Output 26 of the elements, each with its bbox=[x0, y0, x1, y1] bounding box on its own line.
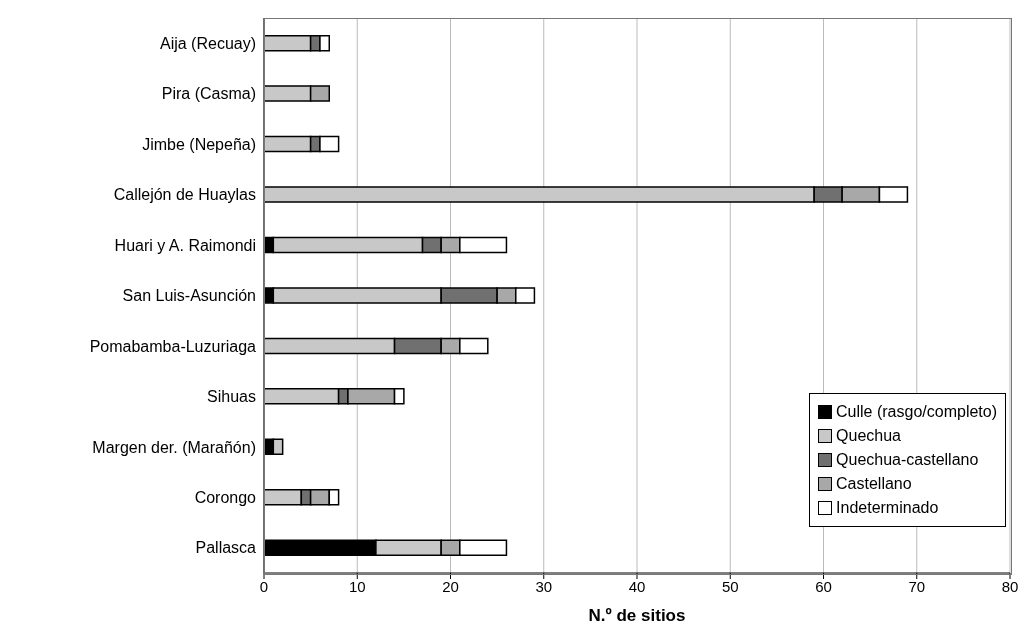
x-tick-label: 30 bbox=[535, 577, 553, 595]
x-tick-label: 80 bbox=[1001, 577, 1019, 595]
legend-label: Indeterminado bbox=[836, 498, 939, 518]
legend-label: Quechua bbox=[836, 426, 901, 446]
y-tick-label: Sihuas bbox=[207, 388, 256, 406]
x-tick-label: 10 bbox=[348, 577, 366, 595]
x-tick-label: 60 bbox=[815, 577, 832, 595]
legend-label: Culle (rasgo/completo) bbox=[836, 402, 997, 422]
x-tick-label: 0 bbox=[259, 577, 269, 595]
x-tick-label: 50 bbox=[721, 577, 739, 595]
legend-label: Quechua-castellano bbox=[836, 450, 979, 470]
x-tick-label: 70 bbox=[908, 577, 926, 595]
y-tick-label: Corongo bbox=[194, 489, 257, 506]
y-tick-label: Pomabamba-Luzuriaga bbox=[89, 337, 257, 355]
legend-label: Castellano bbox=[836, 474, 912, 494]
y-tick-label: Pallasca bbox=[195, 539, 257, 557]
x-tick-label: 40 bbox=[628, 577, 646, 595]
y-tick-label: Aija (Recuay) bbox=[159, 34, 256, 52]
y-tick-label: Huari y A. Raimondi bbox=[114, 236, 256, 254]
y-tick-label: Jimbe (Nepeña) bbox=[142, 135, 256, 153]
x-axis-title: N.º de sitios bbox=[587, 606, 687, 626]
y-tick-label: Margen der. (Marañón) bbox=[92, 438, 256, 456]
y-tick-label: Pira (Casma) bbox=[161, 85, 256, 103]
y-tick-label: Callejón de Huaylas bbox=[113, 186, 256, 204]
y-tick-label: San Luis-Asunción bbox=[122, 287, 256, 305]
x-tick-label: 20 bbox=[442, 577, 459, 595]
